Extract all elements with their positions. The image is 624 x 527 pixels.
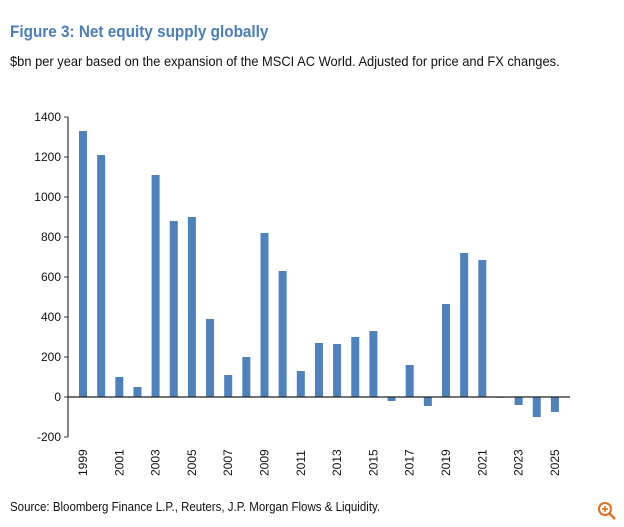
bar-2015 bbox=[369, 331, 378, 397]
bar-2016 bbox=[387, 397, 396, 401]
x-tick-label: 2003 bbox=[149, 449, 163, 476]
y-tick-label: 400 bbox=[41, 310, 61, 324]
bar-1999 bbox=[79, 131, 87, 397]
bar-2024 bbox=[532, 397, 541, 417]
x-tick-label: 2013 bbox=[330, 449, 344, 476]
x-tick-label: 1999 bbox=[76, 449, 90, 476]
x-tick-label: 2015 bbox=[366, 449, 380, 476]
bar-2008 bbox=[242, 357, 251, 397]
x-tick-label: 2025 bbox=[548, 449, 562, 476]
bar-2005 bbox=[187, 217, 196, 397]
x-tick-label: 2005 bbox=[185, 449, 199, 476]
x-tick-label: 2017 bbox=[403, 449, 417, 476]
bar-2021 bbox=[478, 260, 487, 397]
bar-2000 bbox=[97, 155, 106, 397]
bar-2023 bbox=[514, 397, 523, 405]
bar-2010 bbox=[278, 271, 287, 397]
bar-2018 bbox=[423, 397, 432, 406]
bar-2007 bbox=[224, 375, 233, 397]
bar-2012 bbox=[314, 343, 323, 397]
x-tick-label: 2007 bbox=[221, 449, 235, 476]
bar-2006 bbox=[206, 319, 215, 397]
chart-title: Figure 3: Net equity supply globally bbox=[10, 22, 269, 41]
x-tick-label: 2021 bbox=[475, 449, 489, 476]
x-tick-label: 2019 bbox=[439, 449, 453, 476]
y-tick-label: -200 bbox=[37, 430, 61, 444]
bar-2004 bbox=[169, 221, 178, 397]
y-tick-label: 0 bbox=[54, 390, 61, 404]
y-tick-label: 800 bbox=[41, 230, 61, 244]
bar-2019 bbox=[442, 304, 450, 397]
y-tick-label: 200 bbox=[41, 350, 61, 364]
y-tick-label: 1200 bbox=[34, 150, 61, 164]
x-tick-label: 2023 bbox=[512, 449, 526, 476]
y-tick-label: 600 bbox=[41, 270, 61, 284]
x-tick-label: 2001 bbox=[112, 449, 126, 476]
bar-2025 bbox=[550, 397, 559, 412]
bar-2014 bbox=[351, 337, 360, 397]
source-note: Source: Bloomberg Finance L.P., Reuters,… bbox=[10, 500, 381, 514]
y-tick-label: 1000 bbox=[34, 190, 61, 204]
zoom-in-icon[interactable] bbox=[597, 501, 617, 521]
bar-2009 bbox=[260, 233, 269, 397]
bar-2002 bbox=[133, 387, 142, 397]
bar-2011 bbox=[296, 371, 305, 397]
bar-2001 bbox=[115, 377, 124, 397]
bar-2020 bbox=[460, 253, 469, 397]
bar-2003 bbox=[151, 175, 160, 397]
bar-2017 bbox=[405, 365, 414, 397]
chart-subtitle: $bn per year based on the expansion of t… bbox=[10, 53, 560, 69]
bar-2013 bbox=[333, 344, 342, 397]
x-tick-label: 2011 bbox=[294, 450, 308, 476]
y-tick-label: 1400 bbox=[34, 110, 61, 124]
x-tick-label: 2009 bbox=[258, 449, 272, 476]
